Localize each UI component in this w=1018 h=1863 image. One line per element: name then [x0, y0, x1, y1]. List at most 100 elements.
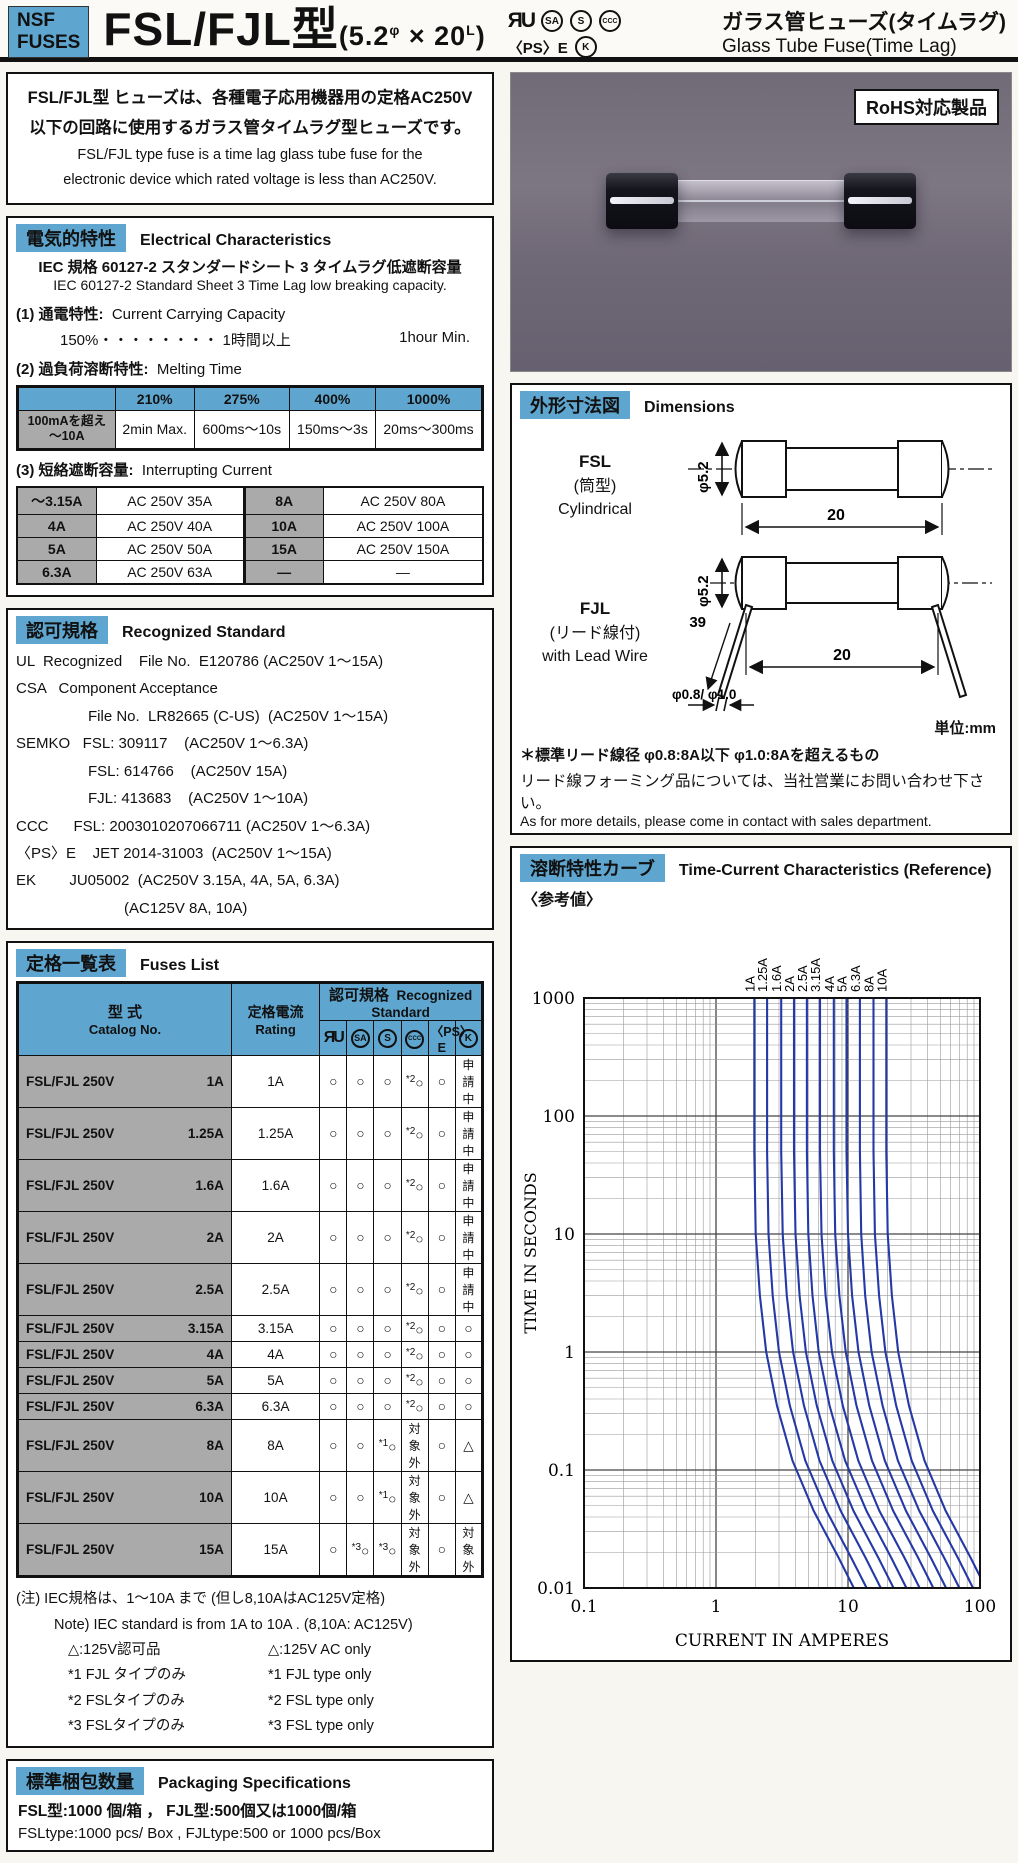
iec-line-jp: IEC 規格 60127-2 スタンダードシート 3 タイムラグ低遮断容量	[38, 258, 462, 276]
chart-box: 溶断特性カーブ Time-Current Characteristics (Re…	[510, 846, 1012, 1662]
fuses-table-body: FSL/FJL 250V 1A 1A ○ ○ ○ *2○ ○ 申請中 FSL/FJL 250V 1.…	[17, 1055, 484, 1578]
approval-mark-cell: ○	[319, 1107, 348, 1161]
melting-time-table: 210% 275% 400% 1000% 100mAを超え 〜10A 2min M…	[16, 384, 484, 451]
fuse-end-cap-right	[844, 173, 916, 230]
approval-mark-cell: ○	[319, 1211, 348, 1265]
fuses-table-row: FSL/FJL 250V 3.15A 3.15A ○ ○ ○ *2○ ○ ○	[17, 1315, 484, 1343]
melting-header-blank	[17, 385, 116, 411]
recognized-line: (AC125V 8A, 10A)	[124, 899, 248, 917]
approval-mark-cell: *2○	[400, 1393, 429, 1421]
rating-cell: 4A	[230, 1341, 321, 1369]
approval-mark-cell: ○	[427, 1107, 456, 1161]
curve-label-3.15A: 3.15A	[808, 958, 823, 992]
note-pair-star1: *1 FJL タイプのみ *1 FJL type only	[68, 1667, 372, 1684]
approval-mark-cell: ○	[346, 1315, 375, 1343]
packaging-label-en: Packaging Specifications	[158, 1774, 351, 1792]
melting-value-275: 600ms〜10s	[193, 409, 290, 450]
approval-mark-cell: ○	[427, 1393, 456, 1421]
rating-cell: 10A	[230, 1471, 321, 1525]
reference-value-label: 〈参考値〉	[522, 892, 603, 909]
intro-box: FSL/FJL型 ヒューズは、各種電子応用機器用の定格AC250V 以下の回路に…	[6, 72, 494, 205]
tc-curve-8A	[872, 998, 975, 1588]
approval-mark-cell: ○	[346, 1393, 375, 1421]
csa-mark-icon: SA	[541, 10, 563, 32]
catalog-no-cell: FSL/FJL 250V 2A	[17, 1211, 232, 1265]
fuses-list-section-head: 定格一覧表 Fuses List	[16, 949, 484, 978]
fuses-list-box: 定格一覧表 Fuses List 型 式 Catalog No. 定格電流 Rati…	[6, 941, 494, 1748]
approval-mark-cell: ○	[319, 1315, 348, 1343]
fjl-diameter-label: φ5.2	[695, 575, 712, 607]
approval-mark-cell: *2○	[400, 1211, 429, 1265]
approval-mark-cell: ○	[373, 1393, 402, 1421]
catalog-no-cell: FSL/FJL 250V 1.25A	[17, 1107, 232, 1161]
y-tick-label: 100	[543, 1107, 575, 1127]
approval-mark-cell: △	[454, 1419, 484, 1473]
approval-mark-cell: ○	[319, 1471, 348, 1525]
approval-mark-cell: ○	[427, 1471, 456, 1525]
x-tick-label: 100	[964, 1597, 996, 1617]
fsl-caption: FSL (筒型) Cylindrical	[558, 452, 632, 519]
curve-label-5A: 5A	[835, 976, 850, 992]
approval-mark-cell: *2○	[400, 1107, 429, 1161]
product-photo: RoHS対応製品	[510, 72, 1012, 372]
tc-curve-3.15A	[818, 998, 921, 1588]
curve-label-8A: 8A	[862, 976, 877, 992]
content-columns: FSL/FJL型 ヒューズは、各種電子応用機器用の定格AC250V 以下の回路に…	[0, 62, 1018, 1863]
melting-header-1000: 1000%	[375, 385, 483, 411]
x-tick-label: 0.1	[570, 1597, 597, 1617]
curve-label-10A: 10A	[874, 969, 889, 992]
rating-cell: 5A	[16, 536, 97, 561]
fuses-table-row: FSL/FJL 250V 6.3A 6.3A ○ ○ ○ *2○ ○ ○	[17, 1393, 484, 1421]
approval-mark-cell: 申請中	[454, 1211, 484, 1265]
approval-mark-cell: ○	[319, 1523, 348, 1578]
approval-mark-cell: ○	[373, 1107, 402, 1161]
interrupting-row: 4A AC 250V 40A 10A AC 250V 100A	[16, 513, 484, 538]
catalog-no-cell: FSL/FJL 250V 2.5A	[17, 1263, 232, 1317]
recognized-line: 〈PS〉E JET 2014-31003 (AC250V 1〜15A)	[16, 844, 332, 862]
unit-label: 単位:mm	[934, 720, 996, 737]
page-title: FSL/FJL型(5.2φ × 20L)	[103, 6, 485, 52]
note-pair-star3: *3 FSLタイプのみ *3 FSL type only	[68, 1718, 374, 1735]
packaging-label-jp: 標準梱包数量	[16, 1766, 144, 1795]
fuses-col-recognized: 認可規格 Recognized Standard	[319, 982, 483, 1022]
fuses-table-row: FSL/FJL 250V 8A 8A ○ ○ *1○ 対象外 ○ △	[17, 1419, 484, 1473]
tc-curve-4A	[832, 998, 935, 1588]
interrupting-current-table: 〜3.15A AC 250V 35A 8A AC 250V 80A 4A AC 250V …	[16, 485, 484, 585]
melting-data-row: 100mAを超え 〜10A 2min Max. 600ms〜10s 150ms〜3…	[17, 409, 483, 450]
approval-mark-cell: *2○	[400, 1159, 429, 1213]
fjl-drawing: φ5.2 39 20 φ0.8/ φ1.0	[672, 556, 992, 712]
fuses-table-row: FSL/FJL 250V 4A 4A ○ ○ ○ *2○ ○ ○	[17, 1341, 484, 1369]
fjl-lead-diameter-label: φ0.8/ φ1.0	[672, 687, 736, 702]
recognized-line: CSA Component Acceptance	[16, 680, 218, 698]
packaging-section-head: 標準梱包数量 Packaging Specifications	[16, 1766, 484, 1795]
marks-row-1: ЯU SA S CCC	[508, 8, 621, 34]
fuses-table-row: FSL/FJL 250V 10A 10A ○ ○ *1○ 対象外 ○ △	[17, 1471, 484, 1525]
fuses-list-label-en: Fuses List	[140, 957, 220, 975]
approval-mark-cell: ○	[346, 1419, 375, 1473]
approval-mark-cell: ○	[373, 1341, 402, 1369]
approval-mark-cell: ○	[373, 1263, 402, 1317]
y-tick-label: 1	[564, 1343, 575, 1363]
curve-label-1.6A: 1.6A	[769, 965, 784, 992]
packaging-line-jp: FSL型:1000 個/箱 ， FJL型:500個又は1000個/箱	[18, 1802, 357, 1820]
melting-header-400: 400%	[288, 385, 377, 411]
fjl-lead-length-label: 39	[689, 614, 706, 631]
approval-mark-cell: ○	[427, 1263, 456, 1317]
recognized-line: CCC FSL: 2003010207066711 (AC250V 1〜6.3A…	[16, 817, 371, 835]
approval-mark-cell: ○	[346, 1367, 375, 1395]
catalog-no-cell: FSL/FJL 250V 5A	[17, 1367, 232, 1395]
approval-mark-cell: ○	[346, 1211, 375, 1265]
tc-curve-5A	[845, 998, 948, 1588]
forming-note-en: As for more details, please come in cont…	[520, 813, 932, 829]
electrical-label-jp: 電気的特性	[16, 223, 126, 252]
recognized-section-head: 認可規格 Recognized Standard	[16, 615, 484, 644]
approval-mark-cell: ○	[319, 1419, 348, 1473]
rohs-badge: RoHS対応製品	[854, 89, 999, 125]
catalog-no-cell: FSL/FJL 250V 1A	[17, 1055, 232, 1109]
fuses-col-rating: 定格電流 Rating	[230, 982, 321, 1057]
catalog-no-cell: FSL/FJL 250V 1.6A	[17, 1159, 232, 1213]
melting-header-210: 210%	[114, 385, 195, 411]
melting-value-400: 150ms〜3s	[288, 409, 377, 450]
carrying-capacity-en: 1hour Min.	[399, 328, 470, 346]
